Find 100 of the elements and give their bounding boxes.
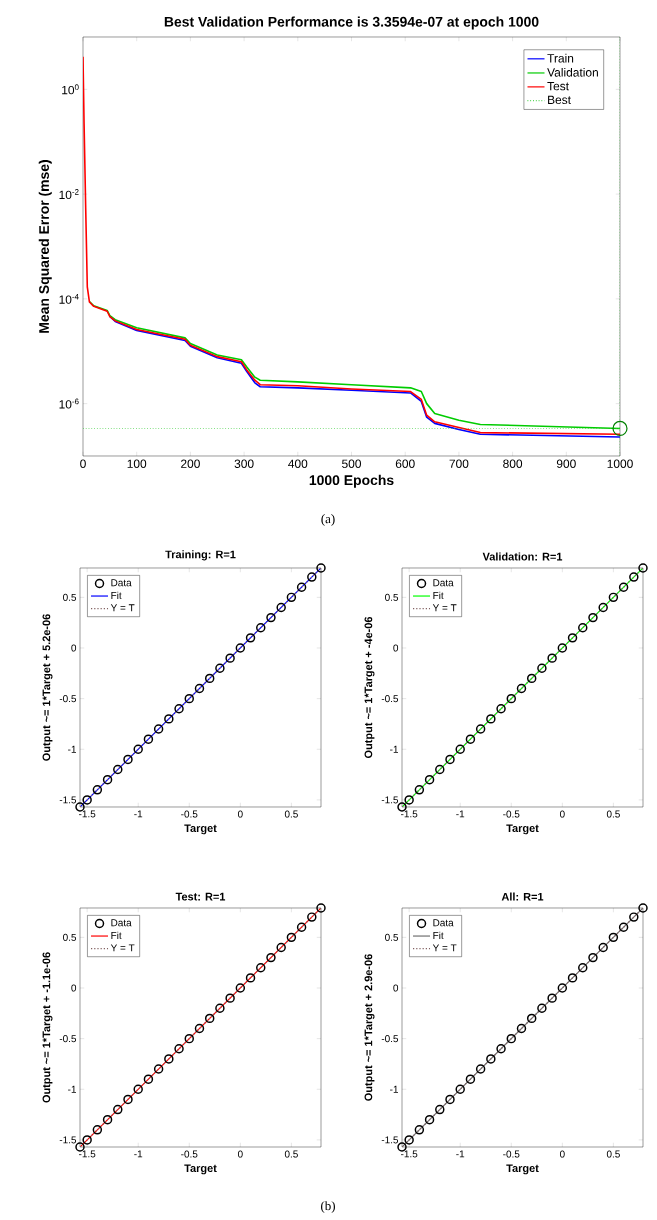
point — [225, 653, 235, 663]
x-tick-label: -0.5 — [503, 810, 520, 818]
point — [184, 1033, 194, 1044]
x-tick-label: -0.5 — [181, 810, 198, 818]
point — [296, 922, 307, 932]
x-tick-label: 600 — [395, 459, 415, 468]
y-tick-label: -1 — [68, 1085, 76, 1093]
point — [465, 1074, 476, 1084]
point — [194, 683, 205, 694]
point — [414, 785, 425, 795]
point — [286, 592, 297, 603]
x-tick-label: -1.5 — [79, 810, 96, 818]
point — [465, 734, 476, 744]
point — [506, 1033, 517, 1044]
legend-label: Test — [547, 82, 569, 91]
point — [629, 572, 639, 582]
y-tick-label: -1.5 — [381, 1136, 399, 1144]
legend-label: Fit — [111, 931, 122, 939]
x-tick-label: -1 — [134, 810, 143, 818]
y-axis-title: Output ~= 1*Target + -1.1e-06 — [42, 952, 53, 1103]
text: (b) — [321, 1201, 335, 1213]
y-tick-label: -1.5 — [59, 796, 77, 804]
point — [316, 903, 326, 913]
legend-label: Data — [433, 579, 454, 587]
point — [588, 612, 598, 623]
legend-label: Y = T — [432, 604, 457, 612]
point — [256, 963, 266, 973]
point — [113, 1104, 123, 1115]
y-tick-label: 0 — [393, 984, 399, 992]
point — [537, 1003, 547, 1013]
y-tick-label: -0.5 — [59, 695, 77, 703]
line-series — [88, 300, 621, 430]
point — [256, 623, 266, 633]
y-tick-label: 0.5 — [385, 593, 399, 601]
point — [133, 1084, 143, 1095]
x-axis-title: Target — [184, 824, 217, 835]
point — [475, 724, 486, 734]
x-tick-label: -1 — [134, 1150, 143, 1158]
point — [578, 623, 588, 633]
point — [102, 774, 113, 785]
point — [547, 993, 557, 1003]
point — [286, 932, 297, 943]
x-tick-label: 900 — [556, 459, 576, 468]
point — [92, 785, 103, 795]
point — [153, 1064, 164, 1074]
y-axis-title: Output ~= 1*Target + 2.9e-06 — [364, 954, 375, 1101]
point — [245, 633, 256, 643]
point — [82, 1135, 92, 1145]
point — [557, 983, 568, 993]
y-tick-label: -1.5 — [381, 796, 399, 804]
point — [133, 744, 143, 754]
legend-label: Validation — [547, 67, 598, 77]
x-tick-label: 400 — [288, 459, 308, 468]
text: (a) — [321, 514, 335, 526]
legend-label: Fit — [111, 591, 122, 599]
point — [164, 714, 174, 724]
chart-title: Validation: R=1 — [482, 552, 563, 561]
point — [143, 1074, 154, 1084]
x-tick-label: 0 — [237, 1150, 243, 1158]
point — [404, 1135, 414, 1145]
x-axis-title: Target — [506, 1164, 539, 1175]
y-axis-title: Output ~= 1*Target + -4e-06 — [364, 616, 375, 759]
point — [235, 643, 246, 653]
point — [496, 704, 506, 714]
x-tick-label: -1.5 — [79, 1150, 96, 1158]
point — [598, 942, 608, 953]
legend-label: Data — [433, 919, 454, 927]
point — [316, 563, 326, 573]
point — [618, 582, 629, 592]
point — [526, 673, 537, 684]
y-axis-title: Mean Squared Error (mse) — [38, 160, 52, 333]
x-tick-label: 0 — [559, 1150, 565, 1158]
x-tick-label: -0.5 — [181, 1150, 198, 1158]
y-tick-label: -0.5 — [381, 1035, 399, 1043]
point — [608, 932, 619, 943]
point — [588, 952, 598, 963]
point — [184, 693, 194, 704]
point — [598, 602, 608, 613]
point — [435, 764, 445, 775]
line-series — [83, 55, 621, 436]
legend-label: Y = T — [432, 944, 457, 952]
point — [245, 973, 256, 983]
y-tick-label: -0.5 — [59, 1035, 77, 1043]
point — [638, 563, 648, 573]
y-tick-label: 10$^{-2}$ — [59, 189, 79, 200]
y-tick-label: -0.5 — [381, 695, 399, 703]
x-tick-label: 800 — [503, 459, 523, 468]
x-axis-title: 1000 Epochs — [309, 474, 394, 488]
x-tick-label: 1000 — [607, 459, 633, 468]
point — [235, 983, 246, 993]
y-tick-label: 0 — [393, 644, 399, 652]
x-tick-label: 0.5 — [284, 1150, 298, 1158]
legend-label: Y = T — [110, 604, 135, 612]
point — [143, 734, 154, 744]
x-tick-label: -1.5 — [401, 1150, 418, 1158]
y-tick-label: -1 — [390, 1085, 399, 1093]
y-tick-label: 10$^{-4}$ — [59, 293, 79, 304]
point — [608, 592, 619, 603]
point — [618, 922, 629, 932]
point — [424, 774, 435, 785]
